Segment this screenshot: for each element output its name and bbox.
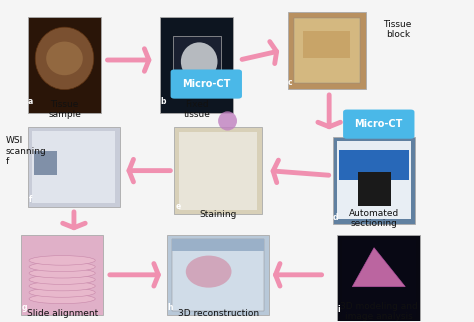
Bar <box>179 132 257 210</box>
Text: Tissue
sample: Tissue sample <box>48 100 81 119</box>
Bar <box>160 17 234 113</box>
Bar <box>33 131 116 204</box>
Text: f: f <box>29 195 32 204</box>
Text: Slide alignment: Slide alignment <box>27 309 98 318</box>
Bar <box>173 239 264 251</box>
Text: c: c <box>288 78 292 87</box>
Text: Staining: Staining <box>200 210 237 219</box>
Bar <box>167 235 269 315</box>
Ellipse shape <box>29 256 95 265</box>
Ellipse shape <box>29 294 95 304</box>
Text: 3D reconstruction: 3D reconstruction <box>178 309 259 318</box>
Text: Micro-CT: Micro-CT <box>355 119 403 129</box>
Text: Tissue
block: Tissue block <box>383 20 412 39</box>
Text: i: i <box>337 305 340 314</box>
Bar <box>288 12 366 89</box>
Bar <box>294 18 360 83</box>
Text: Micro-CT: Micro-CT <box>182 79 230 89</box>
Text: e: e <box>175 202 181 211</box>
Bar <box>357 172 391 206</box>
Ellipse shape <box>35 27 94 90</box>
Text: a: a <box>28 97 33 106</box>
Ellipse shape <box>29 281 95 291</box>
Bar <box>173 36 221 89</box>
Bar <box>174 127 262 214</box>
Text: 3D modeling and
image analysis: 3D modeling and image analysis <box>340 302 418 321</box>
Bar <box>333 137 415 223</box>
Polygon shape <box>352 248 405 287</box>
Ellipse shape <box>218 111 237 130</box>
Text: g: g <box>22 303 27 312</box>
Bar <box>339 150 409 180</box>
Bar <box>173 239 264 311</box>
Ellipse shape <box>29 275 95 284</box>
Ellipse shape <box>29 262 95 272</box>
Ellipse shape <box>181 43 218 81</box>
Bar <box>28 127 120 207</box>
Text: WSI
scanning
f: WSI scanning f <box>5 137 46 166</box>
Ellipse shape <box>186 256 231 288</box>
Bar <box>342 239 416 317</box>
Bar <box>337 235 420 321</box>
Bar <box>337 141 411 219</box>
Bar <box>303 31 350 58</box>
Ellipse shape <box>29 269 95 278</box>
Bar <box>28 17 101 113</box>
Text: Fixed
tissue: Fixed tissue <box>183 100 210 119</box>
Text: d: d <box>333 213 338 222</box>
Ellipse shape <box>29 288 95 297</box>
Text: Automated
sectioning: Automated sectioning <box>349 209 399 228</box>
Bar <box>34 151 57 175</box>
Text: b: b <box>160 97 166 106</box>
Text: h: h <box>167 303 173 312</box>
FancyBboxPatch shape <box>171 70 242 99</box>
Bar <box>21 235 103 315</box>
FancyBboxPatch shape <box>343 109 414 139</box>
Ellipse shape <box>46 42 83 75</box>
